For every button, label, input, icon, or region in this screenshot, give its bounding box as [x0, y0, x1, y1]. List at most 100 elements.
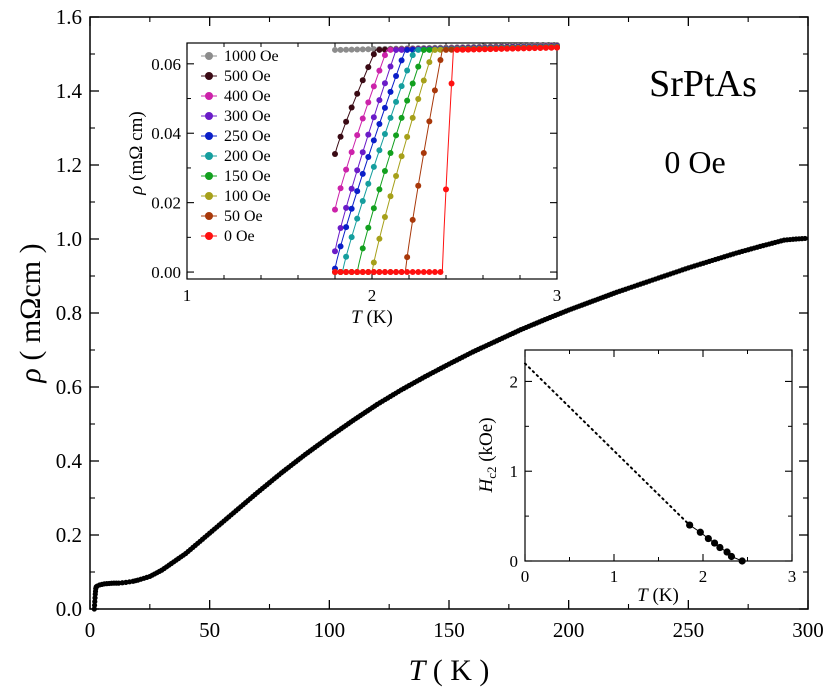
inset1-data-point [365, 269, 372, 276]
legend-marker [205, 232, 213, 240]
inset1-data-point [370, 259, 377, 266]
legend-label: 0 Oe [224, 228, 255, 245]
inset1-data-point [343, 204, 350, 211]
inset1-data-point [426, 59, 433, 66]
inset1-data-point [526, 45, 533, 52]
inset1-data-point [431, 269, 438, 276]
main-plot: 0 50 100 150 200 250 3000.00.20.40.60.81.01.21… [14, 5, 824, 687]
inset1-x-axis-label: T (K) [351, 307, 393, 328]
inset1-data-point [498, 45, 505, 52]
inset1-data-point [487, 46, 494, 53]
inset1-data-point [376, 97, 383, 104]
inset1-data-point [370, 205, 377, 212]
inset1-data-point [404, 133, 411, 140]
field-annotation: 0 Oe [664, 144, 725, 180]
inset2-y-tick-label: 0 [510, 552, 519, 571]
inset1-data-point [387, 114, 394, 121]
inset1-data-point [365, 99, 372, 106]
inset1-y-tick-label: 0.06 [151, 55, 181, 74]
inset1-data-point [376, 269, 383, 276]
inset1-data-point [332, 248, 338, 255]
inset1-data-point [354, 215, 361, 222]
inset1-data-point [398, 46, 405, 53]
legend-label: 200 Oe [224, 148, 271, 165]
inset1-x-tick-label: 1 [183, 286, 192, 305]
inset1-data-point [343, 166, 350, 173]
inset1-data-point [465, 46, 472, 53]
inset2-data [524, 362, 746, 565]
inset1-data-point [420, 150, 427, 157]
inset1-data-point [354, 188, 361, 195]
inset1-data-point [376, 147, 383, 154]
inset1-data-point [381, 214, 388, 221]
inset1-data-point [348, 185, 355, 192]
inset1-data-point [365, 153, 372, 160]
main-y-tick-label: 0.2 [56, 523, 82, 547]
inset1-data-point [409, 269, 416, 276]
inset2-y-axis-label: Hc2 (kOe) [476, 417, 499, 493]
main-data-point [92, 595, 98, 601]
inset1-data-point [415, 182, 422, 189]
inset1-data-point [393, 98, 400, 105]
legend-marker [205, 192, 213, 200]
inset1-data-point [365, 224, 372, 231]
inset1-data-point [409, 52, 416, 59]
hc2-data-point [686, 521, 694, 529]
inset1-data-point [393, 73, 400, 80]
hc2-data-point [710, 539, 719, 547]
inset1-data-point [376, 186, 383, 193]
inset1-data-point [348, 234, 355, 241]
main-y-tick-label: 1.2 [56, 153, 82, 177]
inset1-data-point [398, 153, 405, 160]
inset1-data-point [393, 132, 400, 139]
main-y-tick-label: 0.4 [56, 449, 83, 473]
inset1-data-point [454, 46, 461, 53]
inset1-data-point [404, 46, 411, 53]
inset1-data-point [476, 46, 483, 53]
inset1-data-point [387, 63, 394, 70]
main-x-tick-label: 50 [199, 618, 220, 642]
inset1-data-point [348, 104, 355, 111]
inset1-data-point [404, 254, 411, 261]
inset1-data-point [554, 44, 560, 51]
inset1-data-point [420, 269, 427, 276]
inset1-data-point [354, 269, 361, 276]
inset1-y-axis-label: ρ (mΩ cm) [126, 111, 147, 195]
inset1-data-point [520, 45, 527, 52]
inset1-data-point [359, 46, 366, 53]
inset1-data-point [381, 80, 388, 87]
inset1-data-point [415, 269, 422, 276]
inset1-data-point [376, 235, 383, 242]
inset1-data-point [381, 130, 388, 137]
inset2-y-tick-label: 1 [510, 462, 519, 481]
main-y-tick-label: 1.6 [56, 5, 82, 29]
inset1-data-point [404, 269, 411, 276]
legend-marker [205, 132, 213, 140]
inset1-data-point [370, 114, 377, 121]
inset1-data-point [393, 173, 400, 180]
inset1-data-point [537, 44, 544, 51]
inset2-axis-ticks: 0 1 2 3 0 1 2 [510, 350, 796, 586]
main-data-curve [91, 235, 809, 612]
inset1-data-point [481, 46, 488, 53]
inset1-data-point [343, 253, 350, 260]
inset1-data-point [332, 206, 338, 213]
hc2-linear-fit-line [524, 362, 691, 527]
inset1-data-point [387, 269, 394, 276]
inset1-data-point [398, 83, 405, 90]
inset1-data-point [437, 269, 444, 276]
main-x-tick-label: 200 [553, 618, 585, 642]
inset1-data-point [359, 149, 366, 156]
main-data-point [91, 602, 98, 608]
inset1-data-point [354, 46, 361, 53]
inset2-x-tick-label: 1 [610, 567, 619, 586]
inset1-data-point [365, 131, 372, 138]
inset1-data-point [420, 46, 427, 53]
inset1-data-point [393, 269, 400, 276]
inset1-data-point [332, 151, 338, 158]
inset1-data-point [354, 167, 361, 174]
legend-marker [205, 212, 213, 220]
inset1-data-point [365, 64, 372, 71]
main-x-axis-label: T ( K ) [409, 654, 490, 687]
